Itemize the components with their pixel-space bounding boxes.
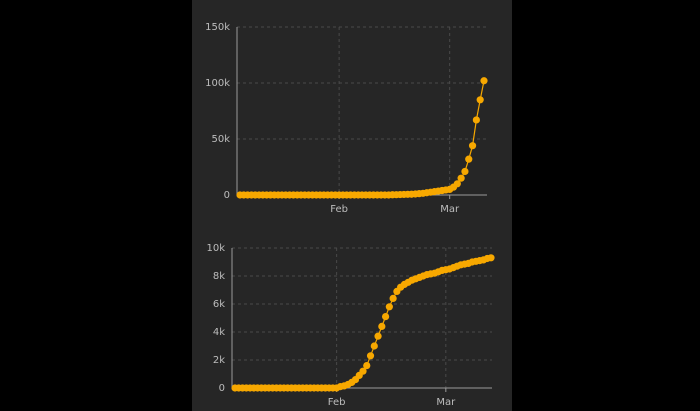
y-tick-label: 10k xyxy=(206,243,225,254)
point xyxy=(366,352,375,360)
y-tick-label: 6k xyxy=(213,299,225,310)
point xyxy=(389,294,397,302)
point xyxy=(374,332,382,340)
point xyxy=(359,367,367,375)
point xyxy=(363,362,371,370)
point xyxy=(472,116,480,124)
x-tick-label: Feb xyxy=(328,397,346,408)
point xyxy=(381,313,390,321)
y-tick-label: 0 xyxy=(219,383,225,394)
point xyxy=(461,167,469,176)
x-tick-label: Mar xyxy=(440,204,460,215)
x-tick-label: Mar xyxy=(436,397,456,408)
y-tick-label: 0 xyxy=(224,190,230,201)
point xyxy=(385,303,393,311)
point xyxy=(378,322,386,330)
point xyxy=(468,142,477,150)
point xyxy=(487,254,495,262)
y-tick-label: 100k xyxy=(205,78,230,89)
y-tick-label: 4k xyxy=(213,327,225,338)
y-tick-label: 2k xyxy=(213,355,225,366)
y-tick-label: 8k xyxy=(213,271,225,282)
point xyxy=(457,174,465,182)
x-tick-label: Feb xyxy=(330,204,348,215)
point xyxy=(465,155,473,163)
point xyxy=(370,342,378,350)
y-tick-label: 50k xyxy=(211,134,230,145)
point xyxy=(476,96,484,104)
y-tick-label: 150k xyxy=(205,22,230,33)
point xyxy=(480,77,488,85)
panel xyxy=(192,0,512,411)
point xyxy=(453,180,461,188)
